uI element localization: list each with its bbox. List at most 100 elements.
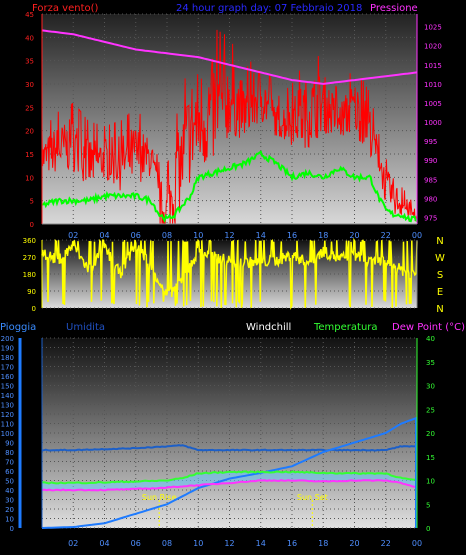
- chart3-left-tick-18: 180: [1, 354, 14, 362]
- chart2-y-tick-3: 90: [27, 288, 36, 296]
- chart1-x-tick-1: 04: [99, 231, 109, 240]
- chart3-x-tick-0: 02: [68, 539, 78, 548]
- chart3-right-tick-2: 10: [426, 478, 435, 486]
- chart3-left-tick-9: 90: [5, 440, 14, 448]
- chart3-series: Sun Rise Sun Set: [41, 416, 418, 529]
- chart3-x-tick-4: 10: [193, 539, 203, 548]
- legend-windchill: Windchill: [246, 322, 291, 333]
- chart3-right-tick-8: 40: [426, 335, 435, 343]
- chart1-left-tick-6: 30: [25, 81, 34, 89]
- chart1-x-tick-0: 02: [68, 231, 78, 240]
- chart1-right-tick-1: 980: [424, 195, 437, 203]
- chart1-left-tick-5: 25: [25, 104, 34, 112]
- chart1-x-tick-11: 00: [412, 231, 422, 240]
- compass-label-2: S: [437, 270, 443, 281]
- chart3-right-tick-7: 35: [426, 359, 435, 367]
- sun-rise-label: Sun Rise: [142, 493, 177, 502]
- chart3-x-tick-1: 04: [99, 539, 109, 548]
- humidity-line: [41, 444, 418, 452]
- chart3-x-tick-3: 08: [162, 539, 172, 548]
- chart1-axes: 0510152025303540459759809859909951000100…: [25, 11, 442, 240]
- chart1-left-tick-7: 35: [25, 58, 34, 66]
- chart3-left-tick-13: 130: [1, 402, 14, 410]
- chart3-grid: [42, 337, 418, 529]
- chart1-right-tick-7: 1010: [424, 81, 442, 89]
- chart1-x-tick-6: 14: [256, 231, 266, 240]
- chart3-x-tick-6: 14: [256, 539, 266, 548]
- chart3-x-tick-11: 00: [412, 539, 422, 548]
- chart3-right-tick-5: 25: [426, 406, 435, 414]
- chart3-x-tick-7: 16: [287, 539, 297, 548]
- chart3-right-tick-0: 0: [426, 525, 430, 533]
- chart3-left-tick-17: 170: [1, 364, 14, 372]
- chart3-left-tick-14: 140: [1, 392, 14, 400]
- chart3-right-tick-1: 5: [426, 501, 430, 509]
- wind-average-line: [41, 150, 418, 224]
- chart1-x-tick-9: 20: [349, 231, 359, 240]
- chart1-right-tick-5: 1000: [424, 119, 442, 127]
- chart1-left-tick-3: 15: [25, 151, 34, 159]
- chart3-left-tick-7: 70: [5, 459, 14, 467]
- windchill-band: [42, 471, 417, 490]
- rain-line: [41, 416, 418, 529]
- legend-umidita: Umidita: [66, 322, 105, 333]
- chart1-left-tick-0: 0: [30, 221, 34, 229]
- chart3-x-tick-5: 12: [224, 539, 234, 548]
- compass-label-0: N: [436, 236, 443, 247]
- wind-speed-line: [41, 29, 418, 225]
- chart1-right-label: Pressione: [370, 3, 418, 14]
- chart3-left-tick-5: 50: [5, 478, 14, 486]
- chart3-left-tick-8: 80: [5, 449, 14, 457]
- wind-direction-line: [41, 237, 418, 311]
- compass-label-4: N: [436, 304, 443, 315]
- chart3-left-tick-4: 40: [5, 487, 14, 495]
- chart1-right-tick-6: 1005: [424, 100, 442, 108]
- chart3-axes: 0102030405060708090100110120130140150160…: [1, 335, 435, 548]
- chart1-right-tick-10: 1025: [424, 24, 442, 32]
- chart3-x-tick-9: 20: [349, 539, 359, 548]
- chart2-series: [41, 237, 418, 311]
- chart3-left-tick-11: 110: [1, 421, 14, 429]
- chart1-left-tick-9: 45: [25, 11, 34, 19]
- chart3-x-tick-10: 22: [381, 539, 391, 548]
- chart1-x-tick-3: 08: [162, 231, 172, 240]
- chart1-left-tick-8: 40: [25, 34, 34, 42]
- chart3-left-tick-15: 150: [1, 383, 14, 391]
- chart2-y-tick-4: 0: [32, 305, 36, 313]
- chart3-x-tick-8: 18: [318, 539, 328, 548]
- chart1-right-tick-0: 975: [424, 215, 437, 223]
- chart1-right-tick-9: 1020: [424, 43, 442, 51]
- chart3-left-tick-12: 120: [1, 411, 14, 419]
- compass-label-1: W: [435, 253, 445, 264]
- chart3-left-tick-19: 190: [1, 345, 14, 353]
- chart3-left-tick-6: 60: [5, 468, 14, 476]
- chart1-left-label: Forza vento(): [32, 3, 99, 14]
- chart1-x-tick-4: 10: [193, 231, 203, 240]
- chart1-x-tick-8: 18: [318, 231, 328, 240]
- chart1-title: 24 hour graph day: 07 Febbraio 2018: [176, 3, 362, 14]
- chart3-left-tick-10: 100: [1, 430, 14, 438]
- dew-point-line: [41, 479, 418, 492]
- pressure-line: [41, 29, 418, 85]
- chart3-left-tick-3: 30: [5, 497, 14, 505]
- chart2-y-tick-2: 180: [23, 271, 36, 279]
- chart3-left-tick-2: 20: [5, 506, 14, 514]
- chart3-right-tick-4: 20: [426, 430, 435, 438]
- chart3-x-tick-2: 06: [131, 539, 141, 548]
- chart1-right-tick-4: 995: [424, 138, 437, 146]
- chart1-right-tick-8: 1015: [424, 62, 442, 70]
- chart3-left-tick-0: 0: [10, 525, 14, 533]
- chart1-left-tick-1: 5: [30, 198, 34, 206]
- legend-temperatura: Temperatura: [313, 322, 378, 333]
- chart1-right-tick-2: 985: [424, 176, 437, 184]
- chart1-x-tick-5: 12: [224, 231, 234, 240]
- chart1-x-tick-10: 22: [381, 231, 391, 240]
- chart3-left-tick-20: 200: [1, 335, 14, 343]
- chart1-x-tick-7: 16: [287, 231, 297, 240]
- compass-label-3: E: [437, 287, 443, 298]
- chart3-left-tick-1: 10: [5, 516, 14, 524]
- chart1-x-tick-2: 06: [131, 231, 141, 240]
- chart3-left-tick-16: 160: [1, 373, 14, 381]
